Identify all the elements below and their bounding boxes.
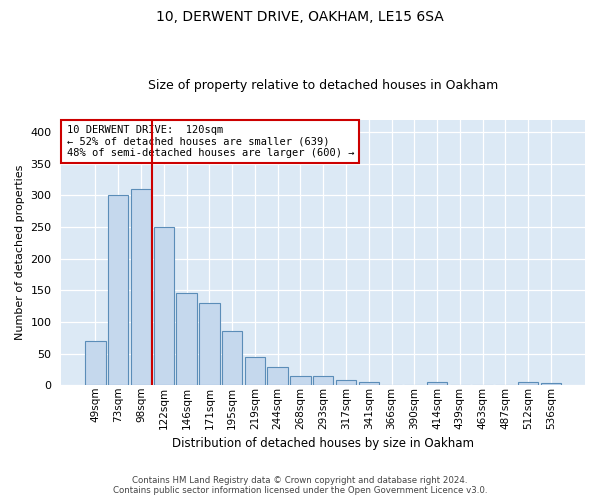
Bar — [336, 380, 356, 385]
Bar — [176, 294, 197, 385]
Bar — [518, 382, 538, 385]
Bar — [199, 303, 220, 385]
Text: 10 DERWENT DRIVE:  120sqm
← 52% of detached houses are smaller (639)
48% of semi: 10 DERWENT DRIVE: 120sqm ← 52% of detach… — [67, 125, 354, 158]
Title: Size of property relative to detached houses in Oakham: Size of property relative to detached ho… — [148, 79, 499, 92]
Bar — [131, 189, 151, 385]
Bar — [85, 341, 106, 385]
Bar — [427, 382, 448, 385]
Text: Contains HM Land Registry data © Crown copyright and database right 2024.
Contai: Contains HM Land Registry data © Crown c… — [113, 476, 487, 495]
Bar — [268, 368, 288, 385]
Bar — [154, 227, 174, 385]
Bar — [108, 196, 128, 385]
X-axis label: Distribution of detached houses by size in Oakham: Distribution of detached houses by size … — [172, 437, 474, 450]
Bar — [359, 382, 379, 385]
Bar — [541, 384, 561, 385]
Bar — [313, 376, 334, 385]
Bar — [290, 376, 311, 385]
Text: 10, DERWENT DRIVE, OAKHAM, LE15 6SA: 10, DERWENT DRIVE, OAKHAM, LE15 6SA — [156, 10, 444, 24]
Y-axis label: Number of detached properties: Number of detached properties — [15, 164, 25, 340]
Bar — [245, 356, 265, 385]
Bar — [222, 332, 242, 385]
